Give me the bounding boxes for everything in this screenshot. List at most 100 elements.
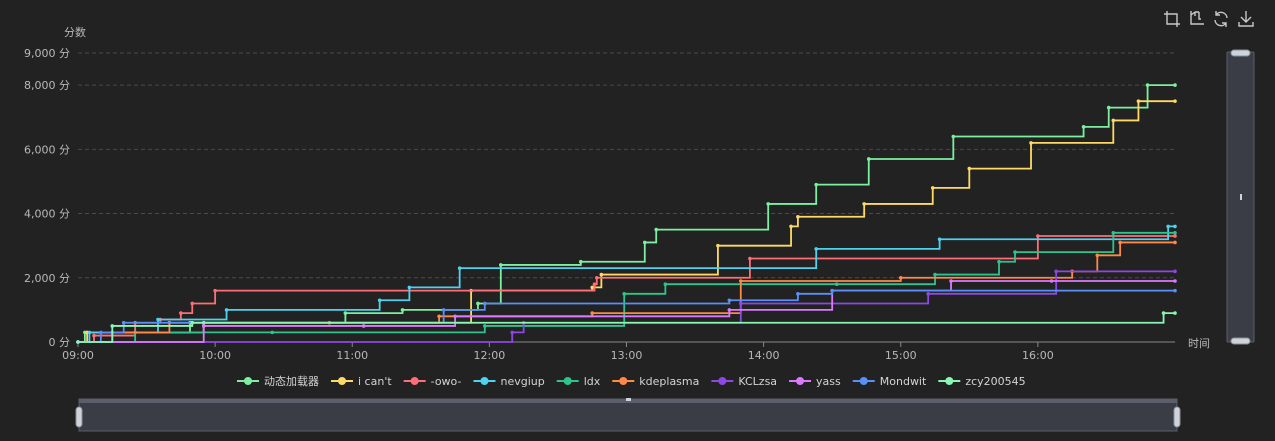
legend-marker-icon [338,377,346,385]
data-point [1095,253,1100,258]
legend-marker-icon [563,377,572,385]
legend-label: i can't [358,375,392,388]
data-point [441,308,446,312]
data-point [766,202,770,206]
save-image-icon[interactable] [1237,10,1257,30]
data-point [87,330,92,335]
legend-item[interactable]: Mondwit [852,375,927,388]
horizontal-data-zoom[interactable] [75,398,1181,432]
data-point [830,288,834,293]
restore-icon[interactable] [1212,10,1232,30]
data-point [866,157,871,161]
y-tick-label: 0 分 [49,336,71,349]
series-4 [76,231,1177,344]
legend-marker-icon [945,377,954,385]
series-line [78,225,1175,343]
data-point [1173,240,1177,245]
series-line [78,84,1175,343]
data-point [642,240,647,245]
horizontal-zoom-grip-icon[interactable] [626,398,631,401]
data-point [1173,269,1177,274]
data-point [814,247,818,251]
legend-item[interactable]: kdeplasma [612,375,699,388]
data-zoom-reset-icon[interactable] [1187,10,1207,30]
data-point [201,324,206,328]
axes: 0 分 2,000 分 4,000 分 6,000 分 8,000 分 9,000 分 09… [24,47,1175,362]
data-point [716,243,720,248]
data-point [1173,279,1177,283]
data-point [99,330,103,335]
series-line [78,312,1175,343]
data-point [1036,234,1040,238]
data-point [1173,288,1177,293]
data-point [213,288,217,293]
data-point [76,340,80,344]
data-point [862,202,866,206]
series-9 [76,311,1177,344]
legend-marker-icon [796,377,805,385]
data-point [224,308,229,312]
horizontal-zoom-track[interactable] [78,398,1178,432]
legend-item[interactable]: -owo- [403,375,462,388]
x-axis-title: 时间 [1188,337,1210,350]
data-point [1173,231,1177,235]
legend-label: kdeplasma [639,375,699,388]
data-point [1173,234,1177,238]
vertical-zoom-handle-top[interactable] [1230,49,1251,57]
vertical-zoom-grip-icon[interactable] [1240,194,1242,200]
data-point [578,259,583,264]
data-point [361,324,366,328]
data-point [377,298,382,303]
data-point [156,317,160,322]
legend[interactable]: 动态加载器 i can't -owo-nevgiup ldx kdeplasma KCLz… [237,375,1026,388]
y-tick-label: 8,000 分 [24,79,70,92]
x-tick-label: 09:00 [62,349,94,362]
data-point [796,214,800,219]
legend-marker-icon [480,377,489,385]
data-point [476,301,480,306]
legend-marker-icon [410,377,419,385]
vertical-data-zoom[interactable] [1226,49,1255,345]
x-tick-label: 12:00 [474,349,506,362]
data-point [1081,125,1086,129]
data-point [727,308,732,312]
legend-item[interactable]: KCLzsa [711,375,777,388]
legend-label: Mondwit [880,375,927,388]
y-tick-label: 9,000 分 [24,47,70,60]
data-point [622,292,627,296]
series-3 [76,224,1177,344]
data-point [343,311,348,315]
legend-item[interactable]: zcy200545 [938,375,1026,388]
data-point [599,272,604,277]
data-point [834,282,839,287]
legend-item[interactable]: ldx [556,375,601,388]
data-point [967,166,972,171]
series-2 [76,234,1177,344]
data-zoom-icon[interactable] [1163,10,1183,30]
data-point [1111,118,1116,123]
x-tick-label: 13:00 [611,349,643,362]
legend-label: KCLzsa [738,375,777,388]
legend-marker-icon [718,377,727,385]
data-point [1173,99,1177,103]
data-point [594,275,599,280]
horizontal-zoom-handle-right[interactable] [1173,406,1181,428]
legend-item[interactable]: i can't [331,375,392,388]
data-point [1136,99,1141,103]
legend-item[interactable]: 动态加载器 [237,375,319,388]
data-point [483,301,487,306]
vertical-zoom-handle-bottom[interactable] [1230,337,1251,345]
legend-marker-icon [859,377,868,385]
y-tick-label: 4,000 分 [24,208,70,221]
horizontal-zoom-handle-left[interactable] [75,406,83,428]
x-tick-label: 10:00 [199,349,231,362]
data-point [1013,250,1017,254]
legend-item[interactable]: yass [789,375,841,388]
data-point [1054,269,1058,274]
data-point [92,333,96,338]
data-point [190,301,195,306]
legend-item[interactable]: nevgiup [473,375,545,388]
series-line [78,270,1175,343]
legend-label: ldx [584,375,601,388]
